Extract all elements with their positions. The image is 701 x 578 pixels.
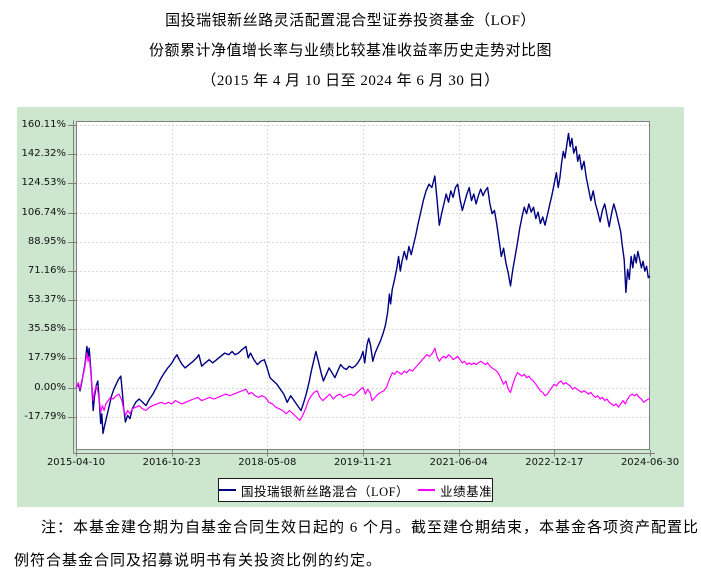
- legend-item-fund: 国投瑞银新丝路混合（LOF）: [218, 481, 410, 500]
- x-tick-label: 2015-04-10: [46, 457, 106, 468]
- y-tick-label: 71.16%: [27, 264, 66, 276]
- fund-line-swatch-icon: [218, 489, 236, 491]
- y-tick-label: 35.58%: [27, 323, 66, 335]
- chart-title-block: 国投瑞银新丝路灵活配置混合型证券投资基金（LOF） 份额累计净值增长率与业绩比较…: [0, 6, 701, 96]
- y-tick-label: -17.79%: [24, 410, 66, 422]
- benchmark-line-swatch-icon: [418, 489, 436, 491]
- y-tick-label: 17.79%: [27, 352, 66, 364]
- chart-canvas: [68, 120, 655, 457]
- benchmark-line: [75, 347, 650, 421]
- date-range-title: （2015 年 4 月 10 日至 2024 年 6 月 30 日）: [201, 73, 500, 89]
- fund-line: [75, 132, 651, 435]
- y-tick-label: 106.74%: [21, 206, 67, 218]
- plot-border: [76, 121, 650, 450]
- chart-panel: 160.11% 142.32% 124.53% 106.74% 88.95% 71.16%…: [17, 107, 684, 507]
- legend-item-benchmark: 业绩基准: [418, 481, 492, 500]
- fund-name-title: 国投瑞银新丝路灵活配置混合型证券投资基金（LOF）: [165, 13, 536, 29]
- x-tick-label: 2016-10-23: [142, 457, 201, 468]
- footnote: 注：本基金建仓期为自基金合同生效日起的 6 个月。截至建仓期结束，本基金各项资产…: [14, 512, 700, 578]
- legend-label-benchmark: 业绩基准: [440, 484, 493, 499]
- y-tick-label: 53.37%: [27, 294, 66, 306]
- x-tick-label: 2018-05-08: [238, 457, 297, 468]
- y-tick-label: 88.95%: [27, 235, 66, 247]
- y-tick-label: 160.11%: [21, 119, 67, 130]
- y-tick-label: 124.53%: [21, 177, 67, 189]
- footnote-line-1: 注：本基金建仓期为自基金合同生效日起的 6 个月。截至建仓期结束，本基金各项资产…: [41, 520, 700, 536]
- legend-label-fund: 国投瑞银新丝路混合（LOF）: [240, 484, 410, 499]
- footnote-line-2: 例符合基金合同及招募说明书有关投资比例的约定。: [14, 553, 383, 569]
- chart-legend: 国投瑞银新丝路混合（LOF） 业绩基准: [218, 478, 493, 502]
- chart-subtitle: 份额累计净值增长率与业绩比较基准收益率历史走势对比图: [148, 43, 552, 59]
- y-tick-label: 142.32%: [21, 148, 67, 160]
- x-tick-label: 2021-06-04: [429, 457, 488, 468]
- x-tick-label: 2019-11-21: [333, 457, 393, 468]
- x-tick-label: 2022-12-17: [525, 457, 584, 468]
- x-tick-label: 2024-06-30: [620, 457, 680, 468]
- y-tick-label: 0.00%: [34, 381, 66, 393]
